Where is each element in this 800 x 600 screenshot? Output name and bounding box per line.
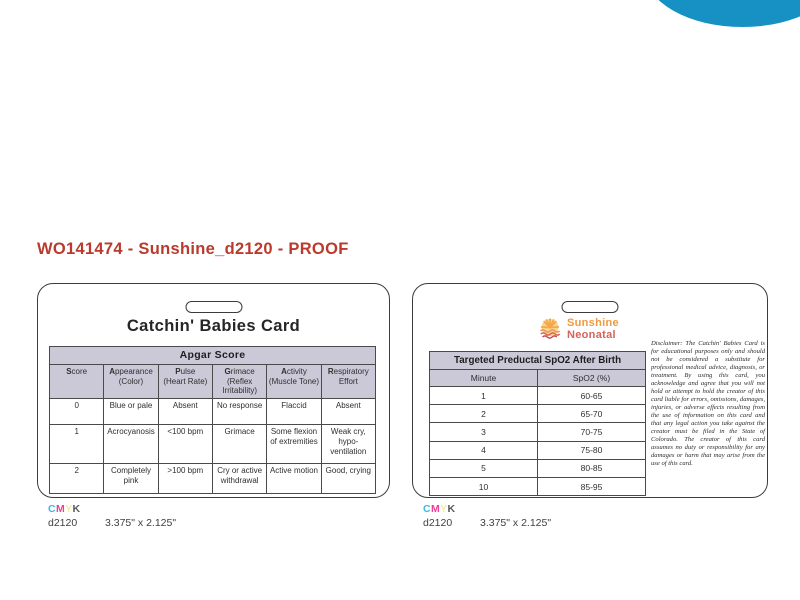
- table-cell: 65-70: [537, 404, 646, 424]
- column-header-activity: Activity (Muscle Tone): [266, 364, 322, 399]
- table-cell: 0: [48, 397, 105, 425]
- table-cell: 70-75: [537, 422, 646, 442]
- column-header-row: Score Appearance (Color) Pulse (Heart Rate…: [48, 364, 377, 399]
- column-header-respiratory: Respiratory Effort: [320, 364, 377, 399]
- product-code: d2120: [423, 517, 453, 529]
- table-cell: Some flexion of extremities: [266, 423, 322, 464]
- table-cell: Cry or active withdrawal: [211, 462, 268, 494]
- column-header-pulse: Pulse (Heart Rate): [157, 364, 213, 399]
- table-row: 4 75-80: [429, 440, 646, 460]
- table-cell: Absent: [157, 397, 213, 425]
- table-cell: Completely pink: [103, 462, 159, 494]
- logo-text: Sunshine Neonatal: [567, 317, 619, 341]
- catchin-babies-card: Catchin' Babies Card Apgar Score Score A…: [37, 283, 390, 498]
- table-cell: No response: [211, 397, 268, 425]
- table-cell: 2: [429, 404, 538, 424]
- table-cell: 5: [429, 458, 538, 478]
- table-cell: Flaccid: [266, 397, 322, 425]
- table-cell: 10: [429, 476, 538, 497]
- table-cell: <100 bpm: [157, 423, 213, 464]
- table-title-row: Apgar Score: [49, 345, 376, 366]
- proof-title: WO141474 - Sunshine_d2120 - PROOF: [37, 240, 349, 258]
- table-row: 5 80-85: [429, 458, 646, 478]
- table-row: 1 Acrocyanosis <100 bpm Grimace Some fle…: [48, 423, 377, 464]
- print-spec-left: CMYK d2120 3.375" x 2.125": [48, 503, 176, 529]
- disclaimer-text: Disclaimer: The Catchin' Babies Card is …: [651, 340, 765, 468]
- table-cell: Grimace: [211, 423, 268, 464]
- table-cell: 2: [48, 462, 105, 494]
- table-cell: Weak cry, hypo-ventilation: [320, 423, 377, 464]
- spo2-card: Sunshine Neonatal Targeted Preductal SpO…: [412, 283, 768, 498]
- table-cell: >100 bpm: [157, 462, 213, 494]
- spec-line: d2120 3.375" x 2.125": [48, 517, 176, 529]
- table-title: Apgar Score: [49, 345, 376, 366]
- card-title: Catchin' Babies Card: [126, 317, 301, 335]
- column-header-grimace: Grimace (Reflex Irritability): [211, 364, 268, 399]
- corner-accent-shape: [645, 0, 800, 27]
- apgar-table: Apgar Score Score Appearance (Color) Puls…: [48, 345, 377, 494]
- cmyk-label: CMYK: [423, 503, 456, 515]
- table-cell: 60-65: [537, 385, 646, 406]
- spec-line: d2120 3.375" x 2.125": [423, 517, 551, 529]
- table-row: 2 65-70: [429, 404, 646, 424]
- logo-line1: Sunshine: [567, 316, 619, 329]
- product-code: d2120: [48, 517, 78, 529]
- table-cell: 4: [429, 440, 538, 460]
- spo2-table: Targeted Preductal SpO2 After Birth Minu…: [429, 351, 646, 497]
- table-row: 2 Completely pink >100 bpm Cry or active…: [48, 462, 377, 494]
- column-header-score: Score: [48, 364, 105, 399]
- table-cell: Acrocyanosis: [103, 423, 159, 464]
- table-cell: Active motion: [266, 462, 322, 494]
- card-size: 3.375" x 2.125": [105, 517, 177, 529]
- column-header-row: Minute SpO2 (%): [429, 369, 646, 387]
- table-title-row: Targeted Preductal SpO2 After Birth: [429, 351, 646, 370]
- column-header-minute: Minute: [429, 369, 538, 387]
- table-cell: 80-85: [537, 458, 646, 478]
- table-cell: 85-95: [537, 476, 646, 497]
- table-cell: Absent: [320, 397, 377, 425]
- table-title: Targeted Preductal SpO2 After Birth: [429, 351, 646, 370]
- column-header-appearance: Appearance (Color): [103, 364, 159, 399]
- table-cell: 3: [429, 422, 538, 442]
- table-cell: Good, crying: [320, 462, 377, 494]
- column-header-spo2: SpO2 (%): [537, 369, 646, 387]
- print-spec-right: CMYK d2120 3.375" x 2.125": [423, 503, 551, 529]
- table-cell: 75-80: [537, 440, 646, 460]
- badge-slot: [185, 301, 242, 313]
- table-cell: 1: [429, 385, 538, 406]
- table-row: 10 85-95: [429, 476, 646, 497]
- table-row: 1 60-65: [429, 385, 646, 406]
- card-size: 3.375" x 2.125": [480, 517, 552, 529]
- table-row: 3 70-75: [429, 422, 646, 442]
- cmyk-label: CMYK: [48, 503, 81, 515]
- logo-line2: Neonatal: [567, 329, 616, 341]
- sunshine-neonatal-logo: Sunshine Neonatal: [537, 316, 619, 342]
- table-cell: 1: [48, 423, 105, 464]
- sun-icon: [539, 318, 561, 339]
- table-cell: Blue or pale: [103, 397, 159, 425]
- badge-slot: [561, 301, 619, 313]
- table-row: 0 Blue or pale Absent No response Flacci…: [48, 397, 377, 425]
